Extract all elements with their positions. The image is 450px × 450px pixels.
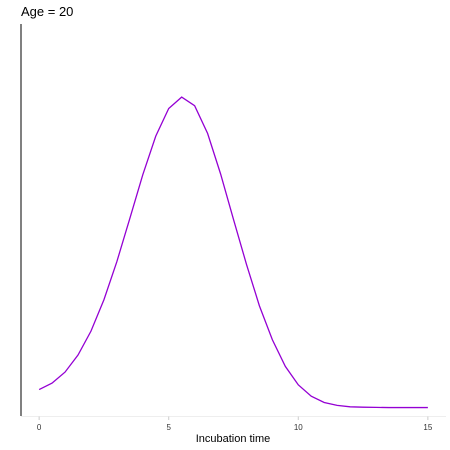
x-axis-ticks: 0 5 10 15 <box>37 416 433 432</box>
series-line <box>38 96 428 409</box>
x-tick-label-0: 0 <box>37 423 42 432</box>
x-tick-label-5: 5 <box>166 423 171 432</box>
x-tick-label-10: 10 <box>294 423 303 432</box>
chart-title: Age = 20 <box>21 4 73 19</box>
x-axis-label: Incubation time <box>196 433 271 445</box>
x-tick-label-15: 15 <box>423 423 432 432</box>
